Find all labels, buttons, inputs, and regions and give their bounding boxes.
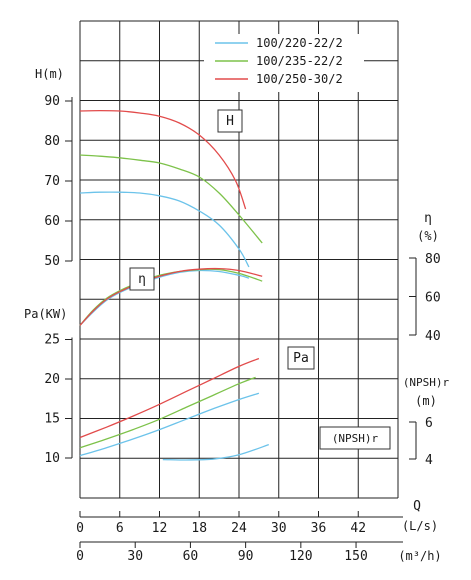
efficiency-tick-label: 40 <box>425 329 441 344</box>
power-tick-label: 20 <box>44 372 60 387</box>
power-tick-label: 15 <box>44 412 60 427</box>
head-tick-label: 80 <box>44 134 60 149</box>
head-tick-label: 90 <box>44 94 60 109</box>
annotation-box <box>319 426 391 450</box>
efficiency-axis-label: η <box>424 211 432 226</box>
head-tick-label: 50 <box>44 254 60 269</box>
npsh-axis-label: (NPSH)r <box>403 376 450 389</box>
annotation-box <box>129 267 155 291</box>
annotation-label: Pa <box>293 351 309 366</box>
flow-ls-tick-label: 30 <box>271 521 287 536</box>
flow-m3h-tick-label: 30 <box>127 549 143 564</box>
power-tick-label: 10 <box>44 451 60 466</box>
series-line-npshr-100-220-22-2 <box>162 443 270 461</box>
annotation-label: H <box>226 114 234 129</box>
flow-ls-tick-label: 36 <box>311 521 327 536</box>
annotation-label: η <box>138 272 146 287</box>
flow-m3h-tick-label: 60 <box>183 549 199 564</box>
curves <box>79 109 270 461</box>
series-line--100-235-22-2 <box>79 268 263 326</box>
npsh-tick-label: 6 <box>425 416 433 431</box>
annotation-box <box>217 109 243 133</box>
legend: 100/220-22/2 100/235-22/2 100/250-30/2 <box>204 34 364 92</box>
flow-m3h-tick-label: 150 <box>344 549 367 564</box>
flow-ls-tick-label: 6 <box>116 521 124 536</box>
head-tick-label: 70 <box>44 174 60 189</box>
series-line-h-100-250-30-2 <box>79 109 247 210</box>
head-tick-label: 60 <box>44 214 60 229</box>
series-line-h-100-235-22-2 <box>79 154 263 244</box>
series-line-pa-100-250-30-2 <box>79 357 260 439</box>
flow-ls-tick-label: 18 <box>191 521 207 536</box>
series-line--100-220-22-2 <box>79 269 250 326</box>
flow-ls-tick-label: 0 <box>76 521 84 536</box>
head-axis-label: H(m) <box>35 67 64 81</box>
flow-m3h-tick-label: 0 <box>76 549 84 564</box>
flow-ls-tick-label: 24 <box>231 521 247 536</box>
series-line-h-100-220-22-2 <box>79 191 250 268</box>
legend-label: 100/250-30/2 <box>256 72 343 86</box>
flow-axis-label: Q <box>413 499 421 514</box>
power-axis-label: Pa(KW) <box>24 307 67 321</box>
flow-m3h-unit: (m³/h) <box>398 549 441 563</box>
series-line-pa-100-235-22-2 <box>79 376 256 449</box>
series-line-pa-100-220-22-2 <box>79 392 260 457</box>
annotation-label: (NPSH)r <box>332 432 379 445</box>
legend-label: 100/235-22/2 <box>256 54 343 68</box>
flow-ls-tick-label: 42 <box>350 521 366 536</box>
legend-label: 100/220-22/2 <box>256 36 343 50</box>
power-tick-label: 25 <box>44 333 60 348</box>
flow-ls-tick-label: 12 <box>152 521 168 536</box>
series-line--100-250-30-2 <box>79 267 263 326</box>
efficiency-axis-unit: (%) <box>417 229 439 243</box>
labels: H(m)5060708090Pa(KW)10152025η(%)406080(N… <box>24 67 450 564</box>
annotation-box <box>287 346 315 370</box>
flow-ls-unit: (L/s) <box>402 519 438 533</box>
npsh-tick-label: 4 <box>425 453 433 468</box>
npsh-axis-unit: (m) <box>415 394 437 408</box>
flow-m3h-tick-label: 90 <box>238 549 254 564</box>
flow-m3h-tick-label: 120 <box>289 549 312 564</box>
efficiency-tick-label: 60 <box>425 291 441 306</box>
efficiency-tick-label: 80 <box>425 252 441 267</box>
